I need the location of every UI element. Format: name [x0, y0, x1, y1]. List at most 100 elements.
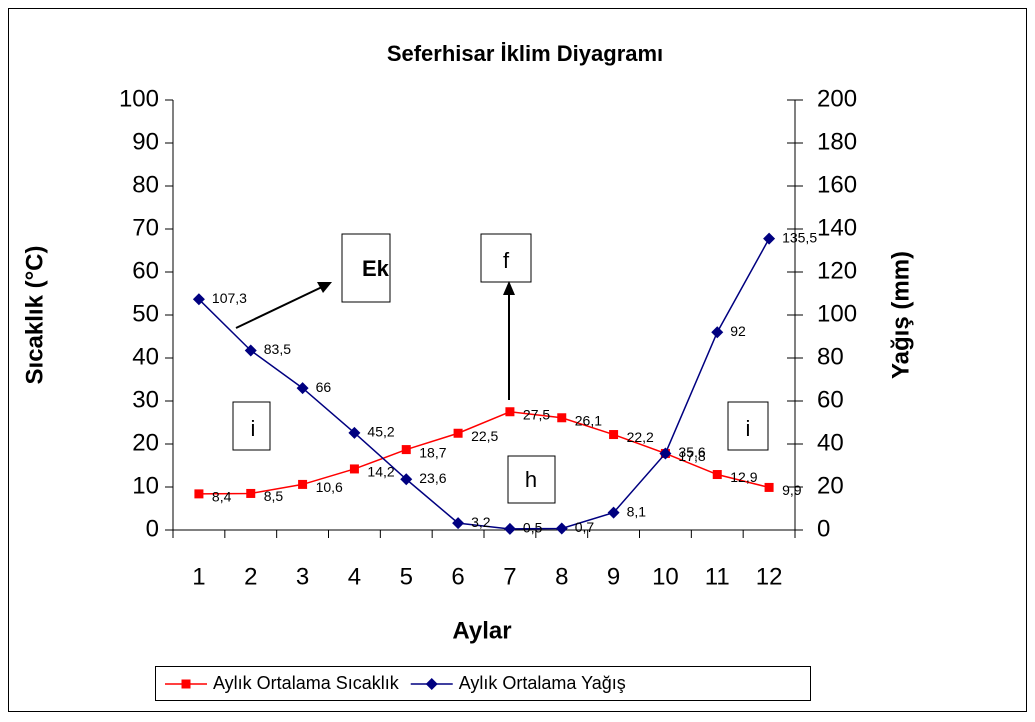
data-label: 45,2 [367, 424, 394, 440]
x-axis-label: Aylar [452, 617, 511, 644]
chart-frame [8, 8, 1027, 712]
annotation-box [507, 455, 556, 504]
arrowhead [317, 282, 332, 293]
data-label: 92 [730, 323, 746, 339]
data-point [452, 517, 465, 530]
data-point [503, 522, 516, 535]
data-label: 26,1 [575, 412, 602, 428]
data-point [607, 506, 620, 519]
annotation: i [746, 416, 751, 441]
data-point [296, 382, 309, 395]
y2-tick-label: 160 [817, 171, 857, 198]
data-label: 10,6 [316, 479, 343, 495]
x-tick-label: 6 [451, 563, 464, 590]
data-label: 0,7 [575, 519, 595, 535]
annotation: i [251, 416, 256, 441]
y2-axis-label: Yağış (mm) [887, 251, 914, 379]
y-tick-label: 60 [132, 257, 159, 284]
y2-tick-label: 20 [817, 472, 844, 499]
data-label: 22,2 [627, 429, 654, 445]
x-tick-label: 2 [244, 563, 257, 590]
data-point [505, 407, 515, 417]
x-tick-label: 9 [607, 563, 620, 590]
y2-tick-label: 140 [817, 214, 857, 241]
y2-tick-label: 80 [817, 343, 844, 370]
data-label: 83,5 [264, 341, 291, 357]
data-label: 66 [316, 379, 332, 395]
data-point [764, 482, 774, 492]
x-tick-label: 4 [348, 563, 361, 590]
data-point [609, 430, 619, 440]
annotation: h [525, 467, 537, 492]
data-label: 35,6 [678, 444, 705, 460]
data-label: 23,6 [419, 470, 446, 486]
chart-title: Seferhisar İklim Diyagramı [387, 41, 663, 66]
data-label: 0,5 [523, 520, 543, 536]
legend-label: Aylık Ortalama Yağış [459, 673, 626, 693]
data-point [712, 470, 722, 480]
x-tick-label: 5 [400, 563, 413, 590]
y-tick-label: 20 [132, 429, 159, 456]
data-point [194, 489, 204, 499]
x-tick-label: 7 [503, 563, 516, 590]
y2-tick-label: 180 [817, 128, 857, 155]
y-tick-label: 10 [132, 472, 159, 499]
data-point [298, 479, 308, 489]
legend-box [155, 666, 811, 701]
data-label: 22,5 [471, 428, 498, 444]
data-point [453, 428, 463, 438]
y2-tick-label: 40 [817, 429, 844, 456]
data-label: 135,5 [782, 229, 817, 245]
x-tick-label: 1 [192, 563, 205, 590]
y-tick-label: 40 [132, 343, 159, 370]
data-label: 8,5 [264, 488, 284, 504]
x-tick-label: 8 [555, 563, 568, 590]
y-tick-label: 70 [132, 214, 159, 241]
y2-tick-label: 0 [817, 515, 830, 542]
data-point [349, 464, 359, 474]
series-line [198, 410, 770, 495]
y2-tick-label: 100 [817, 300, 857, 327]
y-tick-label: 100 [119, 85, 159, 112]
annotation: Ek [362, 256, 390, 281]
data-point [246, 488, 256, 498]
y-tick-label: 90 [132, 128, 159, 155]
x-tick-label: 11 [705, 563, 730, 590]
data-point [244, 344, 257, 357]
x-tick-label: 3 [296, 563, 309, 590]
data-point [659, 447, 672, 460]
x-tick-label: 12 [756, 563, 783, 590]
y-tick-label: 50 [132, 300, 159, 327]
y-tick-label: 0 [146, 515, 159, 542]
annotation-box [480, 233, 532, 283]
arrowhead [503, 281, 515, 295]
y-axis-label: Sıcaklık (°C) [21, 246, 48, 385]
data-point [555, 522, 568, 535]
data-point [400, 473, 413, 486]
data-point [401, 445, 411, 455]
data-label: 14,2 [367, 464, 394, 480]
legend-label: Aylık Ortalama Sıcaklık [213, 673, 400, 693]
y-tick-label: 80 [132, 171, 159, 198]
data-label: 9,9 [782, 482, 802, 498]
data-label: 12,9 [730, 469, 757, 485]
annotations: Ek f i h i [232, 233, 769, 504]
data-point [711, 326, 724, 339]
data-label: 8,4 [212, 489, 232, 505]
annotation-box [232, 401, 271, 451]
data-label: 17,8 [678, 448, 705, 464]
data-label: 3,2 [471, 514, 491, 530]
annotation-box [727, 401, 769, 451]
data-point [192, 293, 205, 306]
arrow [235, 286, 323, 329]
annotation: f [503, 248, 510, 273]
y2-tick-label: 120 [817, 257, 857, 284]
x-tick-label: 10 [652, 563, 679, 590]
data-label: 18,7 [419, 444, 446, 460]
annotation-box [341, 233, 391, 303]
y2-tick-label: 60 [817, 386, 844, 413]
y2-tick-label: 200 [817, 85, 857, 112]
data-label: 27,5 [523, 406, 550, 422]
y-tick-label: 30 [132, 386, 159, 413]
